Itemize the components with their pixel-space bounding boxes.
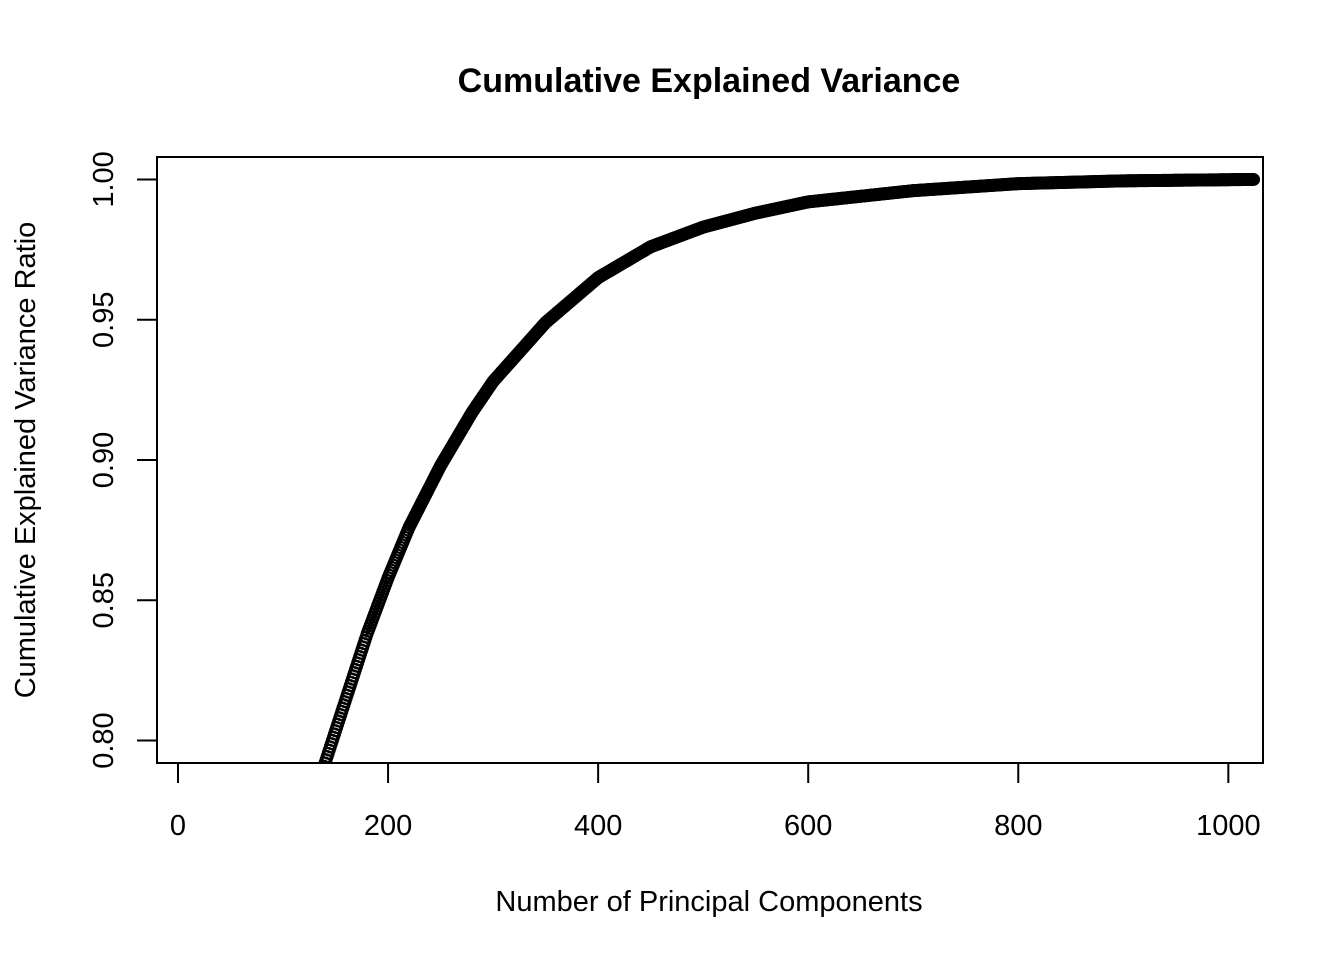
x-tick-label: 400 [574,810,622,842]
x-tick-label: 600 [784,810,832,842]
data-point [315,770,326,781]
y-tick-label: 0.85 [88,572,120,628]
y-axis: 0.80 0.85 0.90 0.95 1.00 [88,151,158,769]
data-point [1247,172,1261,186]
y-axis-label: Cumulative Explained Variance Ratio [10,222,42,699]
plot-frame [156,156,1264,764]
x-tick-label: 200 [364,810,412,842]
y-tick-label: 0.95 [88,291,120,347]
y-tick-label: 0.80 [88,712,120,768]
data-point [314,774,325,785]
chart-title: Cumulative Explained Variance [458,62,961,100]
x-axis-label: Number of Principal Components [495,886,922,918]
data-point [311,783,322,794]
data-point [312,780,323,791]
x-tick-label: 800 [994,810,1042,842]
data-point [322,762,324,763]
data-point [313,777,324,788]
x-tick-label: 1000 [1196,810,1261,842]
y-tick-label: 0.90 [88,432,120,488]
data-points [311,172,1261,794]
data-point [316,767,327,778]
x-axis: 0 200 400 600 800 1000 [170,762,1261,842]
x-tick-label: 0 [170,810,186,842]
y-tick-label: 1.00 [88,151,120,207]
